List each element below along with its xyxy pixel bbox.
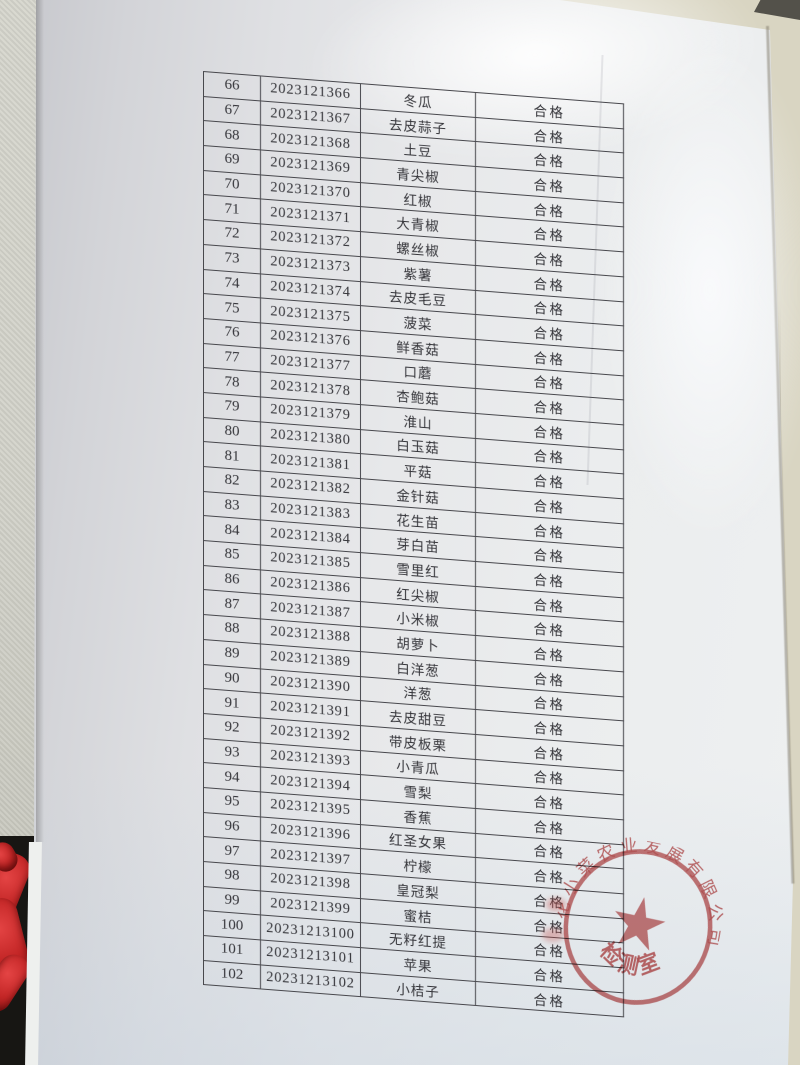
stamp-ink-smudge [542,928,564,942]
star-icon [615,897,666,951]
inspection-stamp: 花小菜农业发展有限公司 检测室 [550,826,736,1005]
row-number: 102 [203,960,261,990]
svg-text:检测室: 检测室 [592,935,669,985]
stamp-circle [563,849,713,1005]
paper-glare [600,30,800,550]
stamp-room-label: 检测室 [592,935,669,985]
stamp-ink-smudge [546,898,566,911]
results-table-body: 66 2023121366 冬瓜 合格 67 2023121367 去皮蒜子 合格 68 2023… [203,71,624,1018]
paper-edge-shadow [36,0,44,842]
results-table: 66 2023121366 冬瓜 合格 67 2023121367 去皮蒜子 合格 68 2023… [203,71,624,1018]
